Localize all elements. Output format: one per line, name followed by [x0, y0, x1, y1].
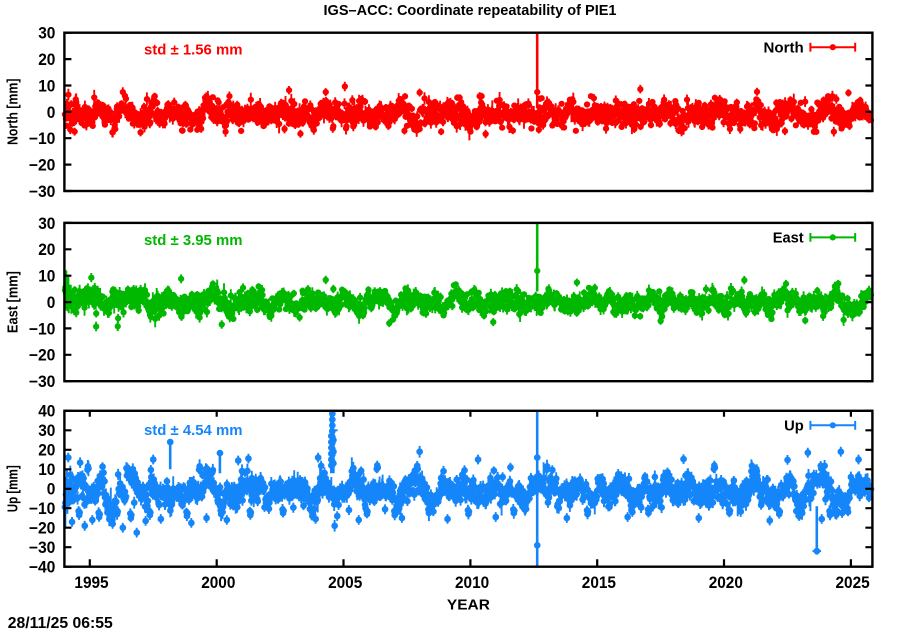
svg-text:−40: −40 [29, 559, 56, 577]
svg-text:10: 10 [38, 268, 55, 286]
svg-text:40: 40 [38, 403, 55, 421]
svg-text:10: 10 [38, 461, 55, 479]
svg-text:North [mm]: North [mm] [5, 79, 22, 146]
svg-text:2005: 2005 [328, 574, 362, 592]
svg-text:−10: −10 [29, 500, 56, 518]
svg-text:−30: −30 [29, 539, 56, 557]
svg-text:East: East [773, 230, 804, 247]
svg-text:North: North [764, 40, 804, 57]
svg-text:Up: Up [784, 418, 804, 435]
svg-text:20: 20 [38, 51, 55, 69]
svg-text:2010: 2010 [455, 574, 489, 592]
svg-text:0: 0 [47, 104, 56, 122]
svg-text:10: 10 [38, 77, 55, 95]
svg-text:−10: −10 [29, 320, 56, 338]
svg-text:std ± 4.54 mm: std ± 4.54 mm [144, 422, 243, 439]
svg-text:0: 0 [47, 294, 56, 312]
svg-text:30: 30 [38, 25, 55, 43]
svg-text:std ± 1.56 mm: std ± 1.56 mm [144, 42, 243, 59]
svg-text:2000: 2000 [201, 574, 235, 592]
svg-text:2025: 2025 [836, 574, 870, 592]
svg-text:YEAR: YEAR [447, 596, 490, 613]
svg-text:28/11/25 06:55: 28/11/25 06:55 [8, 615, 113, 630]
svg-text:East [mm]: East [mm] [5, 271, 22, 333]
svg-text:2015: 2015 [582, 574, 616, 592]
svg-text:−20: −20 [29, 347, 56, 365]
svg-text:std ± 3.95 mm: std ± 3.95 mm [144, 232, 243, 249]
svg-text:−30: −30 [29, 183, 56, 201]
svg-text:IGS–ACC: Coordinate repeatabil: IGS–ACC: Coordinate repeatability of PIE… [324, 2, 617, 19]
svg-text:20: 20 [38, 241, 55, 259]
svg-text:Up [mm]: Up [mm] [5, 465, 22, 512]
svg-text:1995: 1995 [74, 574, 108, 592]
svg-text:30: 30 [38, 422, 55, 440]
svg-text:−10: −10 [29, 130, 56, 148]
svg-text:0: 0 [47, 481, 56, 499]
svg-text:30: 30 [38, 215, 55, 233]
svg-text:−20: −20 [29, 520, 56, 538]
svg-text:−20: −20 [29, 157, 56, 175]
svg-text:−30: −30 [29, 373, 56, 391]
svg-text:20: 20 [38, 442, 55, 460]
svg-text:2020: 2020 [709, 574, 743, 592]
